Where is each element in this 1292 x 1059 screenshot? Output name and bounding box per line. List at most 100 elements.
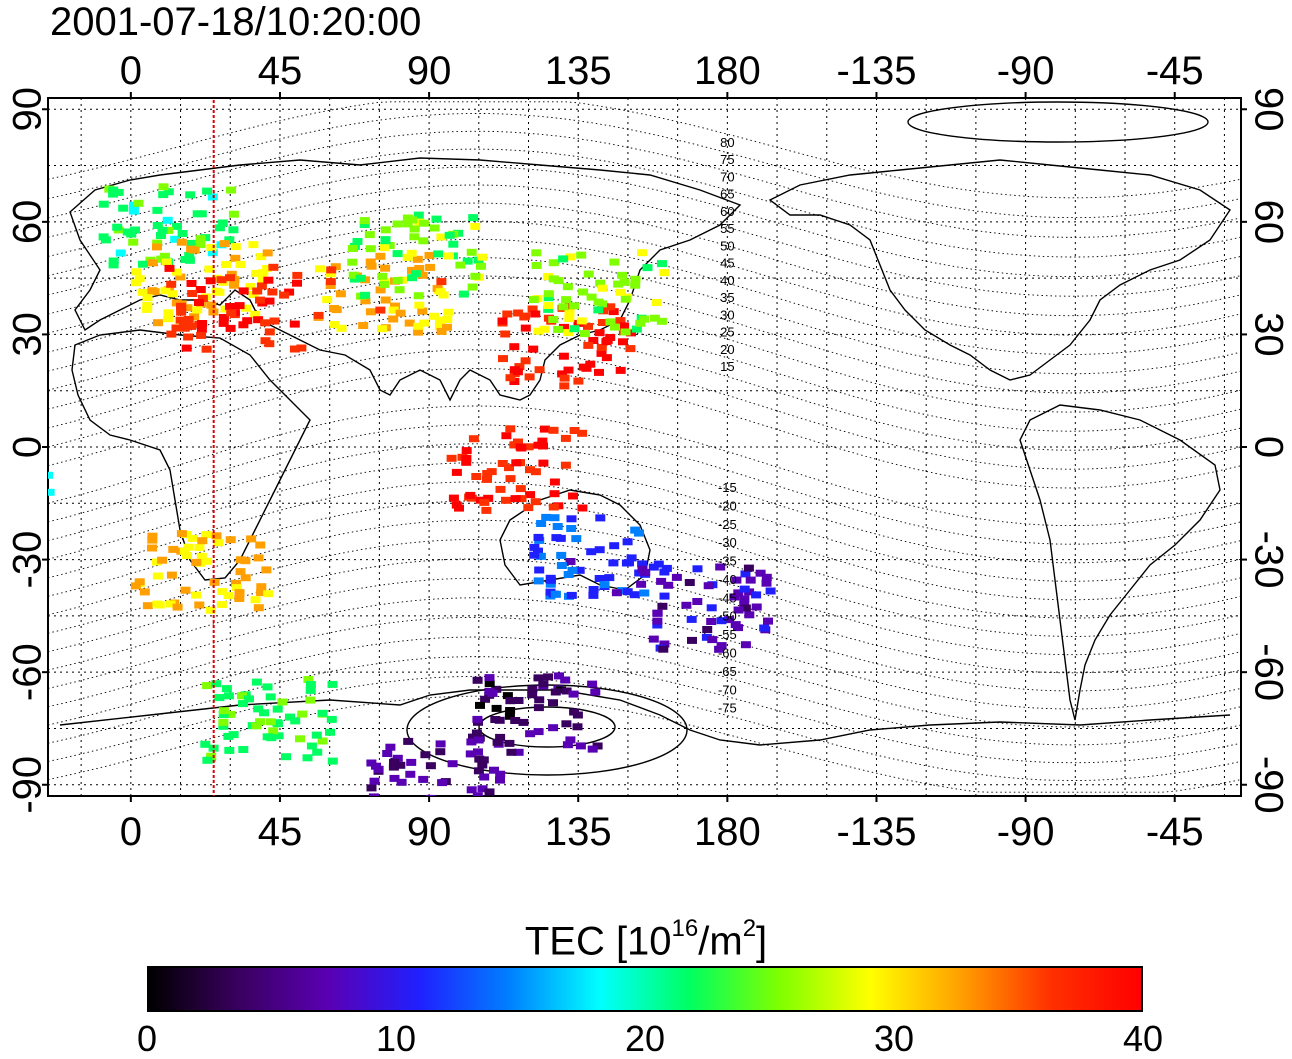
tec-cell <box>484 788 495 796</box>
tec-cell <box>484 674 495 682</box>
tec-cell <box>462 257 473 265</box>
tec-cell <box>545 580 556 588</box>
tec-cell <box>461 809 471 816</box>
tec-cell <box>273 732 284 740</box>
tec-cell <box>380 226 391 234</box>
tec-cell <box>605 303 616 311</box>
tec-cell <box>615 288 626 296</box>
tec-cell <box>214 224 225 232</box>
tec-cell <box>256 589 267 597</box>
tec-cell <box>541 513 552 521</box>
tec-cell <box>556 562 567 569</box>
tec-cell <box>403 737 414 745</box>
tec-cell <box>523 504 534 512</box>
tec-cell <box>524 373 535 381</box>
tec-cell <box>214 694 225 702</box>
tec-cell <box>177 230 188 237</box>
tec-cell <box>429 312 439 320</box>
tec-cell <box>663 581 674 589</box>
tec-cell <box>240 304 251 312</box>
tec-cell <box>640 568 651 576</box>
tec-cell <box>444 231 455 239</box>
tec-cell <box>158 183 169 191</box>
tec-cell <box>405 770 416 778</box>
tec-cell <box>195 286 206 293</box>
tec-cell <box>181 344 192 352</box>
tec-cell <box>671 573 682 581</box>
tec-cell <box>527 305 538 313</box>
tec-cell <box>413 328 424 336</box>
tec-cell <box>413 322 424 330</box>
tec-cell <box>533 674 544 682</box>
tec-cell <box>251 678 262 686</box>
tec-cell <box>564 315 575 323</box>
tec-cell <box>525 491 536 499</box>
y-tick-label-right: 0 <box>1246 436 1290 458</box>
tec-cell <box>497 317 508 325</box>
tec-cell <box>312 748 323 756</box>
x-tick-label-top: 180 <box>694 49 761 93</box>
tec-cell <box>186 280 197 287</box>
tec-cell <box>302 754 313 762</box>
tec-cell <box>196 552 207 560</box>
tec-cell <box>443 308 454 316</box>
tec-cell <box>637 249 648 257</box>
tec-cell <box>608 559 619 567</box>
tec-cell <box>223 592 234 600</box>
tec-cell <box>268 727 279 735</box>
tec-cell <box>238 287 249 295</box>
x-tick-label-bottom: 0 <box>120 810 142 854</box>
tec-cell <box>154 601 165 609</box>
tec-cell <box>535 552 546 560</box>
tec-cell <box>467 283 478 291</box>
tec-cell <box>657 602 668 610</box>
tec-cell <box>468 435 479 443</box>
maglat-contour <box>48 597 1241 710</box>
tec-cell <box>262 733 273 741</box>
tec-cell <box>543 290 554 298</box>
tec-cell <box>386 807 396 814</box>
tec-cell <box>267 288 278 296</box>
tec-cell <box>687 636 697 644</box>
tec-cell <box>539 325 550 333</box>
tec-cell <box>375 306 386 314</box>
tec-cell <box>448 240 459 248</box>
tec-cell <box>567 566 578 574</box>
tec-cell <box>163 309 174 317</box>
tec-cell <box>359 217 370 225</box>
tec-cell <box>461 447 472 455</box>
tec-cell <box>448 494 459 502</box>
tec-cell <box>513 309 524 317</box>
tec-cell <box>477 253 488 261</box>
tec-cell <box>583 341 594 349</box>
tec-cell <box>242 317 253 325</box>
tec-cell <box>205 277 216 285</box>
tec-cell <box>556 551 567 559</box>
tec-cell <box>256 253 267 261</box>
tec-cell <box>622 588 633 596</box>
tec-cell <box>264 340 275 348</box>
tec-cell <box>395 761 406 769</box>
tec-cell <box>226 309 237 317</box>
tec-cell <box>176 308 187 316</box>
tec-cell <box>595 514 606 522</box>
tec-cell <box>418 237 429 245</box>
tec-cell <box>586 548 597 556</box>
tec-cell <box>436 278 447 286</box>
tec-cell <box>438 291 449 299</box>
tec-cell <box>599 581 610 589</box>
tec-cell <box>252 287 263 295</box>
tec-cell <box>565 558 576 565</box>
tec-cell <box>550 688 561 696</box>
maglat-contour <box>48 462 1241 582</box>
tec-cell <box>625 345 636 353</box>
tec-cell <box>561 296 572 304</box>
tec-cell <box>245 283 256 290</box>
tec-cell <box>466 786 477 794</box>
tec-cell <box>211 680 222 688</box>
tec-cell <box>6 478 16 485</box>
tec-cell <box>382 750 393 757</box>
tec-cell <box>733 589 744 597</box>
tec-data-cells <box>6 183 776 816</box>
tec-cell <box>562 741 573 749</box>
